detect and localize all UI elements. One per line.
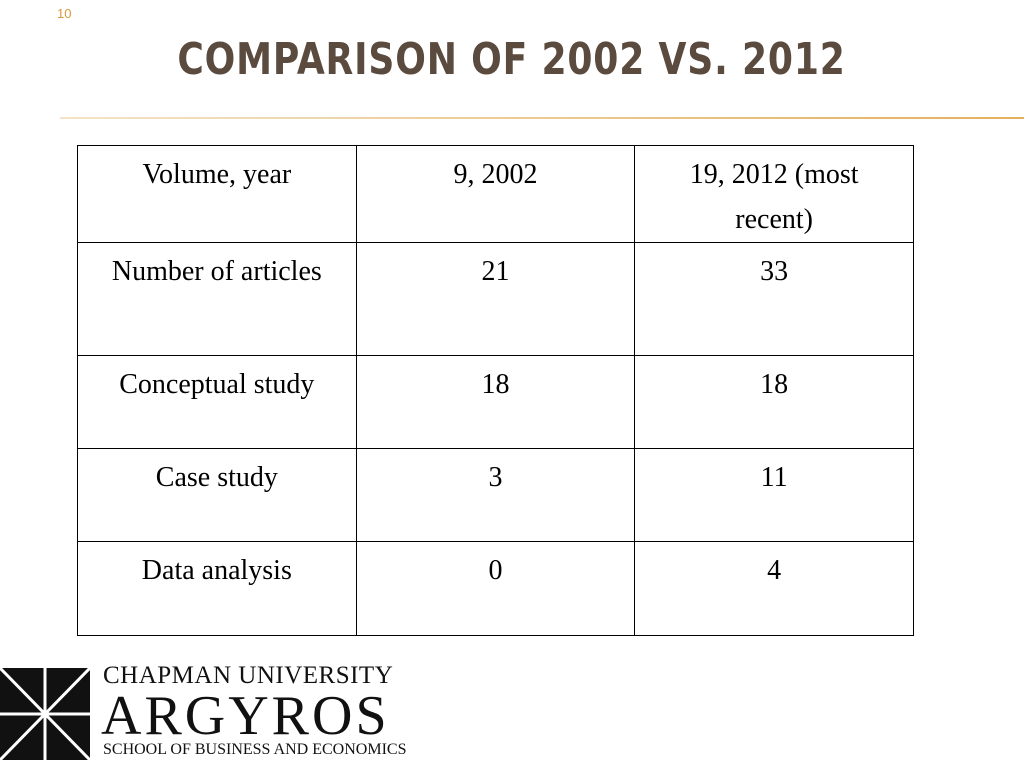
logo-university: CHAPMAN UNIVERSITY [103,662,394,689]
table-row: Conceptual study 18 18 [77,355,914,449]
cell: Volume, year [77,145,357,243]
cell: Data analysis [77,541,357,636]
cell: 18 [355,355,636,449]
cell: 4 [634,541,914,636]
cell: 11 [634,448,914,542]
cell: 0 [355,541,636,636]
title-text: COMPARISON OF 2002 VS. 2012 [177,34,847,85]
cell: 3 [355,448,636,542]
table-row: Number of articles 21 33 [77,242,914,356]
comparison-table: Volume, year 9, 2002 19, 2012 (most rece… [77,145,914,636]
cell: Number of articles [77,242,357,356]
title-rule [60,117,1024,119]
cell: Case study [77,448,357,542]
cell: 19, 2012 (most recent) [634,145,914,243]
cell: 9, 2002 [355,145,636,243]
logo-mark [0,668,90,760]
table-row: Case study 3 11 [77,448,914,542]
cell: 21 [355,242,636,356]
table-row: Volume, year 9, 2002 19, 2012 (most rece… [77,145,914,243]
slide-number: 10 [57,6,72,21]
cell: 33 [634,242,914,356]
logo-school: SCHOOL OF BUSINESS AND ECONOMICS [103,741,407,758]
slide-title: COMPARISON OF 2002 VS. 2012 [0,34,1024,85]
cell: 18 [634,355,914,449]
logo-name: ARGYROS [101,685,390,747]
cell: Conceptual study [77,355,357,449]
table-row: Data analysis 0 4 [77,541,914,636]
